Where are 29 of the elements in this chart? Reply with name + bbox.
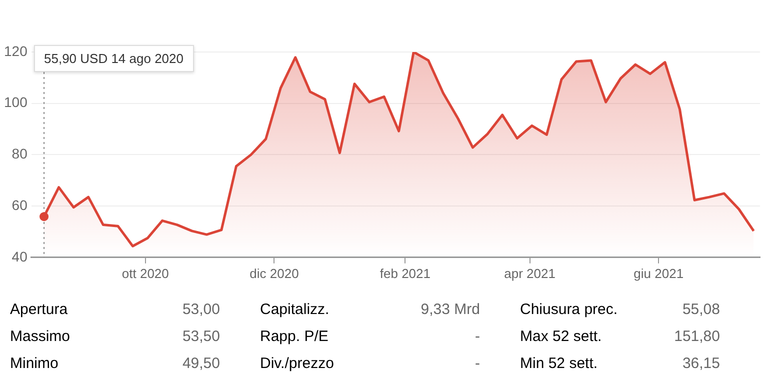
text: Capitalizz.	[260, 300, 330, 320]
ref-line-label: 55,90 USD 14 ago 2020	[34, 45, 194, 72]
text: Massimo	[10, 327, 72, 347]
text: Chiusura prec.	[520, 300, 619, 320]
x-tick-label: ott 2020	[122, 266, 169, 281]
text: 151,80	[673, 327, 721, 347]
x-tick-label: giu 2021	[634, 266, 684, 281]
y-tick-label: 120	[4, 42, 28, 59]
text: Div./prezzo	[260, 354, 335, 374]
text: -	[474, 354, 481, 374]
y-tick-label: 100	[4, 94, 28, 110]
text: 9,33 Mrd	[420, 300, 481, 320]
text: 53,00	[181, 300, 221, 320]
text: Apertura	[10, 300, 69, 320]
text: Min 52 sett.	[520, 354, 599, 374]
text: Rapp. P/E	[260, 327, 330, 347]
text: Max 52 sett.	[520, 327, 603, 347]
y-tick-label: 40	[12, 248, 28, 264]
text: Minimo	[10, 354, 60, 374]
text: 36,15	[681, 354, 721, 374]
x-tick-label: apr 2021	[504, 266, 556, 281]
text: -	[474, 327, 481, 347]
x-tick-label: dic 2020	[250, 266, 299, 281]
text: 55,08	[681, 300, 721, 320]
text: 49,50	[181, 354, 221, 374]
text: 53,50	[181, 327, 221, 347]
x-tick-label: feb 2021	[380, 266, 430, 281]
y-tick-label: 60	[12, 196, 28, 213]
y-tick-label: 80	[12, 146, 28, 162]
